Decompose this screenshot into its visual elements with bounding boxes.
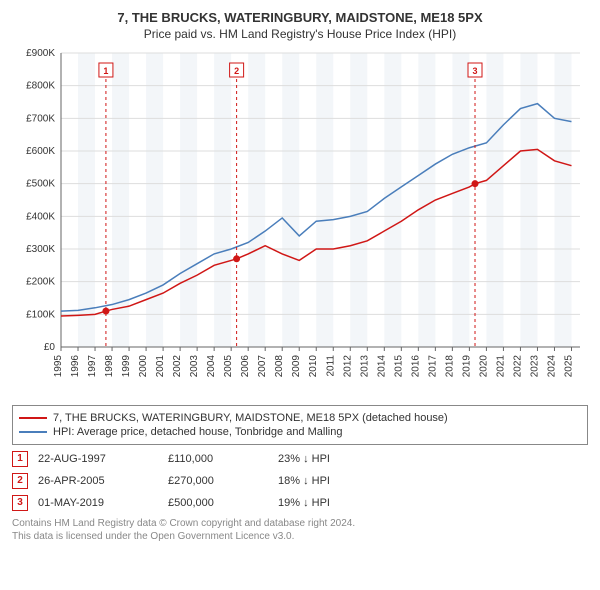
legend-swatch — [19, 431, 47, 433]
svg-text:2014: 2014 — [376, 355, 387, 378]
plot-area: £0 £100K £200K £300K £400K £500K £600K £700K £80… — [13, 47, 588, 397]
svg-text:2001: 2001 — [155, 355, 166, 378]
svg-text:2021: 2021 — [495, 355, 506, 378]
marker-price: £110,000 — [168, 453, 278, 465]
svg-text:1997: 1997 — [87, 355, 98, 378]
svg-text:£800K: £800K — [26, 81, 55, 92]
svg-text:2004: 2004 — [206, 355, 217, 378]
legend-item: 7, THE BRUCKS, WATERINGBURY, MAIDSTONE, … — [19, 412, 581, 424]
svg-text:1996: 1996 — [70, 355, 81, 378]
svg-text:2012: 2012 — [342, 355, 353, 378]
footnote-line2: This data is licensed under the Open Gov… — [12, 530, 588, 543]
svg-text:£600K: £600K — [26, 146, 55, 157]
svg-text:2013: 2013 — [359, 355, 370, 378]
svg-text:2024: 2024 — [546, 355, 557, 378]
svg-text:2017: 2017 — [427, 355, 438, 378]
line-chart-svg: £0 £100K £200K £300K £400K £500K £600K £700K £80… — [13, 47, 588, 397]
svg-text:£0: £0 — [43, 342, 55, 353]
legend-swatch — [19, 417, 47, 419]
marker-date: 01-MAY-2019 — [38, 497, 168, 509]
svg-text:2003: 2003 — [189, 355, 200, 378]
chart-container: 7, THE BRUCKS, WATERINGBURY, MAIDSTONE, … — [0, 0, 600, 553]
svg-text:1995: 1995 — [53, 355, 64, 378]
svg-text:£700K: £700K — [26, 113, 55, 124]
legend-item: HPI: Average price, detached house, Tonb… — [19, 426, 581, 438]
svg-text:2: 2 — [234, 66, 239, 76]
marker-delta: 18% ↓ HPI — [278, 475, 398, 487]
svg-text:2005: 2005 — [223, 355, 234, 378]
legend: 7, THE BRUCKS, WATERINGBURY, MAIDSTONE, … — [12, 405, 588, 445]
svg-text:2023: 2023 — [529, 355, 540, 378]
svg-text:2002: 2002 — [172, 355, 183, 378]
svg-text:£300K: £300K — [26, 244, 55, 255]
svg-text:£400K: £400K — [26, 211, 55, 222]
footnote: Contains HM Land Registry data © Crown c… — [12, 517, 588, 543]
marker-badge: 1 — [12, 451, 28, 467]
svg-text:£900K: £900K — [26, 48, 55, 59]
svg-text:2022: 2022 — [512, 355, 523, 378]
marker-date: 26-APR-2005 — [38, 475, 168, 487]
svg-text:2007: 2007 — [257, 355, 268, 378]
marker-price: £500,000 — [168, 497, 278, 509]
svg-text:£200K: £200K — [26, 277, 55, 288]
footnote-line1: Contains HM Land Registry data © Crown c… — [12, 517, 588, 530]
svg-text:2008: 2008 — [274, 355, 285, 378]
svg-text:2006: 2006 — [240, 355, 251, 378]
marker-price: £270,000 — [168, 475, 278, 487]
svg-text:2019: 2019 — [461, 355, 472, 378]
svg-text:1998: 1998 — [104, 355, 115, 378]
svg-text:2011: 2011 — [325, 355, 336, 377]
marker-table: 1 22-AUG-1997£110,00023% ↓ HPI 2 26-APR-200… — [12, 451, 588, 511]
marker-badge: 2 — [12, 473, 28, 489]
svg-text:2010: 2010 — [308, 355, 319, 378]
svg-text:1: 1 — [103, 66, 108, 76]
svg-text:£100K: £100K — [26, 309, 55, 320]
svg-text:2015: 2015 — [393, 355, 404, 378]
legend-label: HPI: Average price, detached house, Tonb… — [53, 426, 342, 438]
chart-title-line1: 7, THE BRUCKS, WATERINGBURY, MAIDSTONE, … — [10, 10, 590, 25]
svg-text:2016: 2016 — [410, 355, 421, 378]
svg-text:1999: 1999 — [121, 355, 132, 378]
svg-text:2020: 2020 — [478, 355, 489, 378]
legend-label: 7, THE BRUCKS, WATERINGBURY, MAIDSTONE, … — [53, 412, 448, 424]
svg-text:2025: 2025 — [563, 355, 574, 378]
svg-text:2000: 2000 — [138, 355, 149, 378]
marker-delta: 19% ↓ HPI — [278, 497, 398, 509]
svg-text:£500K: £500K — [26, 179, 55, 190]
chart-title-line2: Price paid vs. HM Land Registry's House … — [10, 27, 590, 41]
marker-date: 22-AUG-1997 — [38, 453, 168, 465]
svg-text:3: 3 — [472, 66, 477, 76]
marker-delta: 23% ↓ HPI — [278, 453, 398, 465]
marker-badge: 3 — [12, 495, 28, 511]
svg-text:2018: 2018 — [444, 355, 455, 378]
svg-text:2009: 2009 — [291, 355, 302, 378]
